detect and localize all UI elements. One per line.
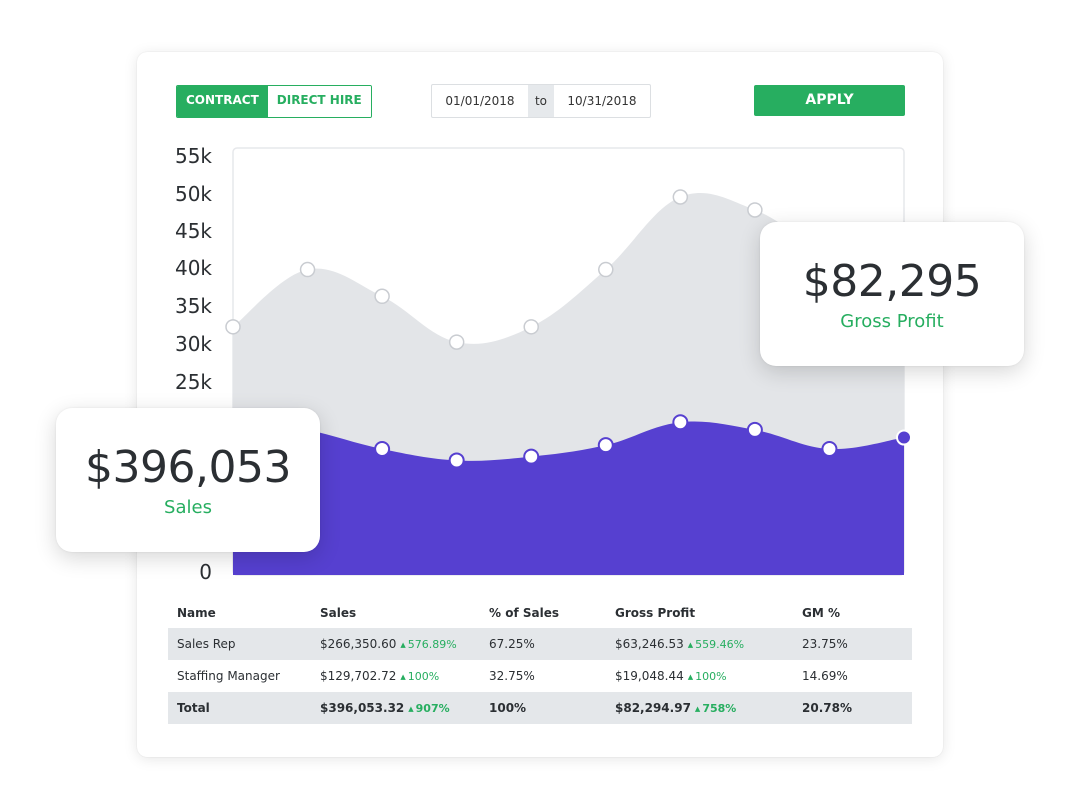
cell-sales: $266,350.60 ▲ 576.89% bbox=[311, 628, 480, 660]
cell-gp: $82,294.97 ▲ 758% bbox=[606, 692, 793, 724]
table-row: Sales Rep $266,350.60 ▲ 576.89% 67.25% $63… bbox=[168, 628, 912, 660]
cell-pct: 67.25% bbox=[480, 628, 606, 660]
up-triangle-icon: ▲ bbox=[408, 705, 414, 713]
table-total-row: Total $396,053.32 ▲ 907% 100% $82,294.97 ▲ 7… bbox=[168, 692, 912, 724]
sales-point[interactable] bbox=[821, 441, 838, 457]
gross-profit-point[interactable] bbox=[299, 261, 316, 278]
summary-table: Name Sales % of Sales Gross Profit GM % … bbox=[168, 597, 912, 724]
sales-change-value: 576.89% bbox=[407, 638, 457, 651]
header-pct-sales[interactable]: % of Sales bbox=[489, 605, 559, 620]
cell-name: Total bbox=[168, 692, 311, 724]
gross-profit-point[interactable] bbox=[747, 202, 763, 218]
gp-change: ▲ 758% bbox=[691, 702, 736, 715]
date-range-picker: 01/01/2018 to 10/31/2018 bbox=[431, 84, 651, 118]
up-triangle-icon: ▲ bbox=[400, 641, 406, 649]
sales-point[interactable] bbox=[448, 452, 465, 469]
toggle-contract[interactable]: CONTRACT bbox=[177, 86, 268, 117]
cell-gm: 20.78% bbox=[793, 692, 912, 724]
sales-label: Sales bbox=[164, 497, 212, 518]
sales-amount: $396,053.32 bbox=[320, 701, 405, 715]
toggle-direct-hire[interactable]: DIRECT HIRE bbox=[267, 86, 371, 117]
hire-type-toggle: CONTRACT DIRECT HIRE bbox=[176, 85, 372, 118]
up-triangle-icon: ▲ bbox=[687, 641, 694, 649]
header-sales[interactable]: Sales bbox=[320, 605, 357, 620]
date-to-field[interactable]: 10/31/2018 bbox=[567, 94, 637, 108]
up-triangle-icon: ▲ bbox=[687, 673, 694, 681]
sales-change: ▲ 907% bbox=[404, 702, 449, 715]
gp-change-value: 100% bbox=[695, 670, 727, 683]
sales-point[interactable] bbox=[896, 429, 912, 446]
date-separator: to bbox=[528, 85, 554, 117]
header-gross-profit[interactable]: Gross Profit bbox=[615, 605, 696, 620]
cell-name: Staffing Manager bbox=[177, 669, 280, 683]
y-tick-label: 25k bbox=[174, 370, 212, 394]
cell-gp: $63,246.53 ▲ 559.46% bbox=[606, 628, 793, 660]
sales-value: $396,053 bbox=[85, 442, 291, 493]
y-tick-label: 40k bbox=[174, 256, 212, 280]
cell-pct: 100% bbox=[480, 692, 606, 724]
gp-amount: $19,048.44 bbox=[615, 669, 684, 683]
sales-change-value: 100% bbox=[407, 670, 440, 683]
sales-amount: $129,702.72 bbox=[320, 669, 397, 683]
gp-change-value: 758% bbox=[702, 702, 737, 715]
gross-profit-point[interactable] bbox=[374, 288, 390, 305]
sales-point[interactable] bbox=[523, 448, 540, 465]
sales-change: ▲ 576.89% bbox=[396, 638, 456, 651]
sales-point[interactable] bbox=[746, 421, 763, 438]
gp-change: ▲ 100% bbox=[684, 670, 727, 683]
sales-point[interactable] bbox=[374, 441, 391, 457]
y-tick-label: 55k bbox=[174, 144, 212, 168]
y-tick-label: 30k bbox=[174, 332, 212, 356]
gp-change-value: 559.46% bbox=[695, 638, 745, 651]
gross-profit-label: Gross Profit bbox=[840, 311, 944, 332]
gross-profit-point[interactable] bbox=[672, 189, 689, 205]
cell-gm: 14.69% bbox=[802, 669, 848, 683]
header-name[interactable]: Name bbox=[177, 605, 216, 620]
sales-amount: $266,350.60 bbox=[320, 637, 397, 651]
header-gm-pct[interactable]: GM % bbox=[802, 605, 840, 620]
gp-change: ▲ 559.46% bbox=[684, 638, 744, 651]
y-tick-label: 45k bbox=[174, 219, 212, 243]
gross-profit-value: $82,295 bbox=[802, 256, 982, 307]
table-header-row: Name Sales % of Sales Gross Profit GM % bbox=[168, 597, 912, 628]
cell-sales: $129,702.72 ▲ 100% bbox=[311, 660, 480, 692]
sales-point[interactable] bbox=[672, 414, 689, 431]
table-row: Staffing Manager $129,702.72 ▲ 100% 32.75%… bbox=[168, 660, 912, 692]
cell-pct: 32.75% bbox=[489, 669, 535, 683]
sales-card: $396,053 Sales bbox=[56, 408, 320, 552]
gp-amount: $82,294.97 bbox=[615, 701, 691, 715]
gross-profit-point[interactable] bbox=[523, 319, 539, 335]
y-tick-label: 0 bbox=[199, 560, 212, 584]
sales-point[interactable] bbox=[597, 437, 614, 454]
y-tick-label: 35k bbox=[174, 294, 212, 318]
sales-change-value: 907% bbox=[415, 702, 450, 715]
gp-amount: $63,246.53 bbox=[615, 637, 684, 651]
gross-profit-point[interactable] bbox=[598, 261, 614, 278]
up-triangle-icon: ▲ bbox=[694, 705, 701, 713]
sales-area bbox=[233, 418, 904, 575]
up-triangle-icon: ▲ bbox=[400, 673, 406, 681]
apply-button[interactable]: APPLY bbox=[754, 85, 905, 116]
cell-sales: $396,053.32 ▲ 907% bbox=[311, 692, 480, 724]
cell-gp: $19,048.44 ▲ 100% bbox=[606, 660, 793, 692]
y-tick-label: 50k bbox=[174, 182, 212, 206]
date-from-field[interactable]: 01/01/2018 bbox=[445, 94, 515, 108]
gross-profit-card: $82,295 Gross Profit bbox=[760, 222, 1024, 366]
cell-gm: 23.75% bbox=[793, 628, 912, 660]
sales-change: ▲ 100% bbox=[396, 670, 439, 683]
cell-name: Sales Rep bbox=[168, 628, 311, 660]
gross-profit-point[interactable] bbox=[448, 334, 465, 350]
gross-profit-point[interactable] bbox=[225, 319, 241, 335]
